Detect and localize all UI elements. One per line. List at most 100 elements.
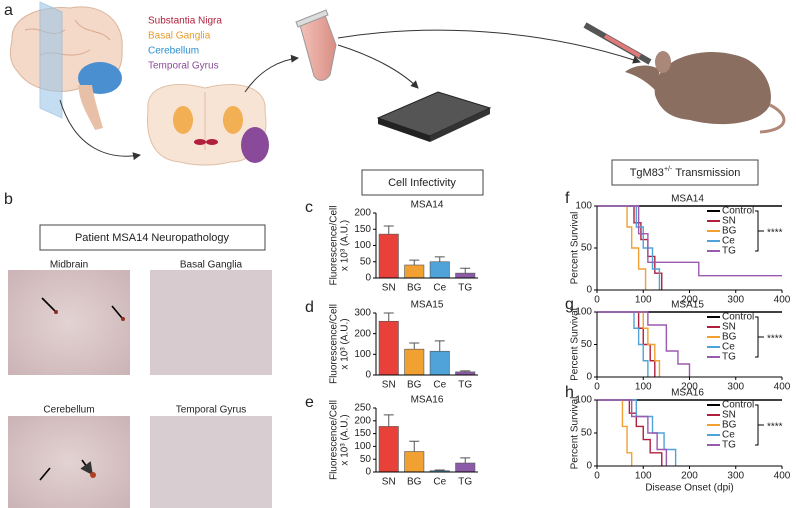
y-tick-label: 200 bbox=[354, 328, 371, 339]
y-tick-label: 0 bbox=[586, 372, 592, 383]
chart-title: MSA15 bbox=[671, 300, 704, 311]
bracket bbox=[755, 316, 764, 358]
bracket bbox=[755, 210, 764, 252]
error-bar bbox=[460, 370, 471, 372]
section-heading: Cell Infectivity bbox=[388, 177, 456, 189]
axis bbox=[596, 312, 782, 378]
x-tick-label: 0 bbox=[594, 295, 600, 306]
panel-letter: c bbox=[305, 199, 313, 216]
legend-label: TG bbox=[722, 246, 736, 257]
legend-label: Ce bbox=[722, 236, 735, 247]
heading-box bbox=[39, 224, 266, 251]
x-tick-label: TG bbox=[458, 283, 472, 294]
bar bbox=[378, 320, 399, 376]
bracket bbox=[755, 404, 764, 446]
heading-text: TgM83 bbox=[630, 167, 664, 179]
survival-curve bbox=[597, 205, 661, 290]
x-tick-label: 200 bbox=[681, 471, 698, 482]
x-tick-label: Ce bbox=[433, 380, 446, 391]
region-label: Substantia Nigra bbox=[148, 16, 222, 27]
panel-letter: d bbox=[305, 299, 314, 316]
bar bbox=[404, 264, 425, 279]
x-tick-label: BG bbox=[407, 380, 422, 391]
legend-label: TG bbox=[722, 352, 736, 363]
survival-curve bbox=[597, 399, 663, 466]
chart-title: MSA14 bbox=[411, 200, 444, 211]
x-tick-label: 0 bbox=[594, 382, 600, 393]
x-tick-label: BG bbox=[407, 283, 422, 294]
region-label: Cerebellum bbox=[148, 46, 199, 57]
x-tick-label: 0 bbox=[594, 471, 600, 482]
legend-label: Control bbox=[722, 400, 754, 411]
error-bar bbox=[409, 259, 420, 265]
axis bbox=[596, 400, 782, 467]
survival-curve bbox=[597, 399, 668, 466]
bar bbox=[404, 348, 425, 376]
y-tick-label: 200 bbox=[354, 415, 371, 426]
micrographs bbox=[8, 159, 759, 508]
heading-text: Transmission bbox=[675, 167, 740, 179]
x-tick-label: 200 bbox=[681, 295, 698, 306]
legend-label: BG bbox=[722, 332, 737, 343]
legend-label: BG bbox=[722, 420, 737, 431]
panel-letter: e bbox=[305, 394, 314, 411]
x-tick-label: SN bbox=[382, 380, 396, 391]
image-title: Temporal Gyrus bbox=[176, 405, 247, 416]
axis bbox=[375, 213, 478, 279]
bar bbox=[429, 261, 450, 279]
error-bar bbox=[434, 340, 445, 352]
y-tick-label: 100 bbox=[575, 395, 592, 406]
bar bbox=[455, 462, 476, 473]
error-bar bbox=[460, 267, 471, 274]
survival-curve bbox=[597, 205, 782, 277]
significance: **** bbox=[767, 228, 783, 239]
bar bbox=[404, 451, 425, 473]
survival-curve bbox=[597, 311, 649, 377]
x-tick-label: Ce bbox=[433, 283, 446, 294]
y-axis-label: Fluorescence/Cell bbox=[329, 400, 340, 480]
legend-label: SN bbox=[722, 322, 736, 333]
y-tick-label: 0 bbox=[365, 467, 371, 478]
survival-curve bbox=[597, 205, 647, 290]
illustration bbox=[9, 1, 786, 166]
y-tick-label: 100 bbox=[575, 201, 592, 212]
heading-box bbox=[361, 169, 484, 196]
y-tick-label: 100 bbox=[354, 349, 371, 360]
y-tick-label: 100 bbox=[575, 307, 592, 318]
y-axis-label: Fluorescence/Cell bbox=[329, 304, 340, 384]
survival-curve bbox=[597, 311, 661, 377]
error-bar bbox=[434, 256, 445, 262]
significance: **** bbox=[767, 422, 783, 433]
x-tick-label: TG bbox=[458, 380, 472, 391]
y-tick-label: 0 bbox=[586, 461, 592, 472]
axis bbox=[596, 206, 782, 291]
x-tick-label: 100 bbox=[635, 382, 652, 393]
x-tick-label: TG bbox=[458, 477, 472, 488]
y-tick-label: 50 bbox=[581, 243, 593, 254]
x-tick-label: 400 bbox=[774, 471, 791, 482]
bar bbox=[455, 272, 476, 279]
chart-title: MSA16 bbox=[671, 388, 704, 399]
panel-letter: h bbox=[565, 384, 574, 401]
x-tick-label: Ce bbox=[433, 477, 446, 488]
x-tick-label: 300 bbox=[727, 382, 744, 393]
panel-letter: a bbox=[4, 2, 13, 19]
error-bar bbox=[434, 469, 445, 471]
panel-letter: b bbox=[4, 191, 13, 208]
error-bar bbox=[409, 440, 420, 452]
survival-curve bbox=[597, 399, 633, 466]
x-tick-label: 300 bbox=[727, 471, 744, 482]
heading-sup: +/- bbox=[664, 166, 673, 173]
panel-title: Patient MSA14 Neuropathology bbox=[75, 232, 230, 244]
panel-letter: f bbox=[565, 190, 570, 207]
legend-label: Control bbox=[722, 312, 754, 323]
survival-curve bbox=[597, 311, 656, 377]
axis bbox=[375, 313, 478, 376]
y-tick-label: 150 bbox=[354, 224, 371, 235]
y-axis-label: x 10³ (A.U.) bbox=[340, 220, 351, 271]
error-bar bbox=[383, 414, 394, 427]
chart-title: MSA15 bbox=[411, 300, 444, 311]
bar bbox=[378, 426, 399, 473]
y-tick-label: 300 bbox=[354, 308, 371, 319]
